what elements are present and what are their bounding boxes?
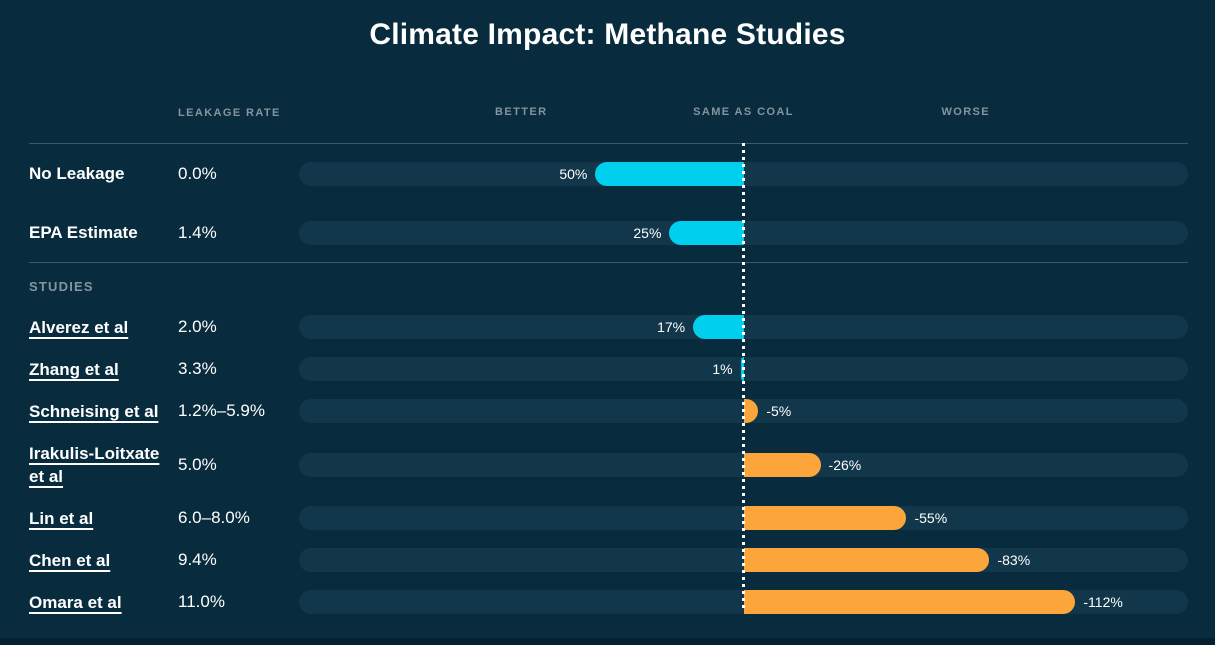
footer-strip	[0, 638, 1215, 645]
study-row: Alverez et al 2.0% 17%	[29, 306, 1188, 348]
study-link[interactable]: Omara et al	[29, 592, 122, 612]
column-headers: LEAKAGE RATE BETTER SAME AS COAL WORSE	[29, 106, 1188, 120]
study-row: Schneising et al 1.2%–5.9% -5%	[29, 390, 1188, 432]
leakage-rate-value: 9.4%	[178, 550, 217, 569]
study-rows: Alverez et al 2.0% 17% Zhang et al 3.3% 1% Sch…	[29, 306, 1188, 623]
impact-bar	[743, 548, 990, 572]
bar-axis-headers: BETTER SAME AS COAL WORSE	[299, 106, 1188, 120]
leakage-rate-value: 0.0%	[178, 163, 217, 183]
bar-value-label: -26%	[828, 456, 862, 473]
study-row: Irakulis-Loitxate et al 5.0% -26%	[29, 432, 1188, 497]
axis-label-worse: WORSE	[941, 106, 991, 118]
axis-label-same-as-coal: SAME AS COAL	[693, 106, 794, 118]
study-row: Lin et al 6.0–8.0% -55%	[29, 497, 1188, 539]
study-link[interactable]: Zhang et al	[29, 359, 119, 379]
bar-value-label: -55%	[914, 510, 948, 526]
study-row: Omara et al 11.0% -112%	[29, 581, 1188, 623]
baseline-row: No Leakage 0.0% 50%	[29, 144, 1188, 203]
leakage-rate-value: 11.0%	[178, 592, 225, 611]
impact-bar	[595, 161, 744, 186]
axis-label-better: BETTER	[495, 106, 548, 118]
chart-body: No Leakage 0.0% 50% EPA Estimate 1.4% 25% STU…	[29, 143, 1188, 623]
leakage-rate-value: 1.4%	[178, 222, 217, 242]
study-link[interactable]: Lin et al	[29, 508, 94, 528]
study-row: Zhang et al 3.3% 1%	[29, 348, 1188, 390]
impact-bar	[743, 506, 907, 530]
baseline-row: EPA Estimate 1.4% 25%	[29, 203, 1188, 262]
study-link[interactable]: Chen et al	[29, 550, 111, 570]
leakage-rate-value: 6.0–8.0%	[178, 508, 250, 527]
study-link[interactable]: Irakulis-Loitxate et al	[29, 443, 160, 486]
studies-section: STUDIES	[29, 263, 1188, 306]
leakage-rate-value: 3.3%	[178, 359, 217, 378]
bar-value-label: 17%	[657, 319, 686, 335]
bar-value-label: 25%	[633, 224, 662, 241]
same-as-coal-dotted-line	[742, 143, 745, 612]
study-link[interactable]: Alverez et al	[29, 317, 129, 337]
bar-value-label: -5%	[766, 403, 792, 419]
leakage-rate-value: 1.2%–5.9%	[178, 401, 265, 420]
impact-bar	[743, 452, 821, 477]
impact-bar	[693, 315, 744, 339]
baseline-rows: No Leakage 0.0% 50% EPA Estimate 1.4% 25%	[29, 144, 1188, 262]
bar-value-label: 50%	[559, 165, 588, 182]
studies-divider	[29, 262, 1188, 263]
row-label: No Leakage	[29, 164, 125, 183]
impact-bar	[669, 220, 744, 245]
page-title: Climate Impact: Methane Studies	[369, 18, 846, 51]
impact-bar	[743, 399, 759, 423]
bar-value-label: -83%	[997, 552, 1031, 568]
row-label: EPA Estimate	[29, 223, 138, 242]
study-link[interactable]: Schneising et al	[29, 401, 159, 421]
top-divider	[29, 143, 1188, 144]
column-header-leakage-rate: LEAKAGE RATE	[178, 107, 281, 119]
study-row: Chen et al 9.4% -83%	[29, 539, 1188, 581]
bar-value-label: -112%	[1083, 594, 1123, 610]
bar-value-label: 1%	[712, 361, 733, 377]
studies-section-label: STUDIES	[29, 279, 94, 294]
leakage-rate-value: 2.0%	[178, 317, 217, 336]
impact-bar	[743, 590, 1076, 614]
leakage-rate-value: 5.0%	[178, 454, 217, 474]
